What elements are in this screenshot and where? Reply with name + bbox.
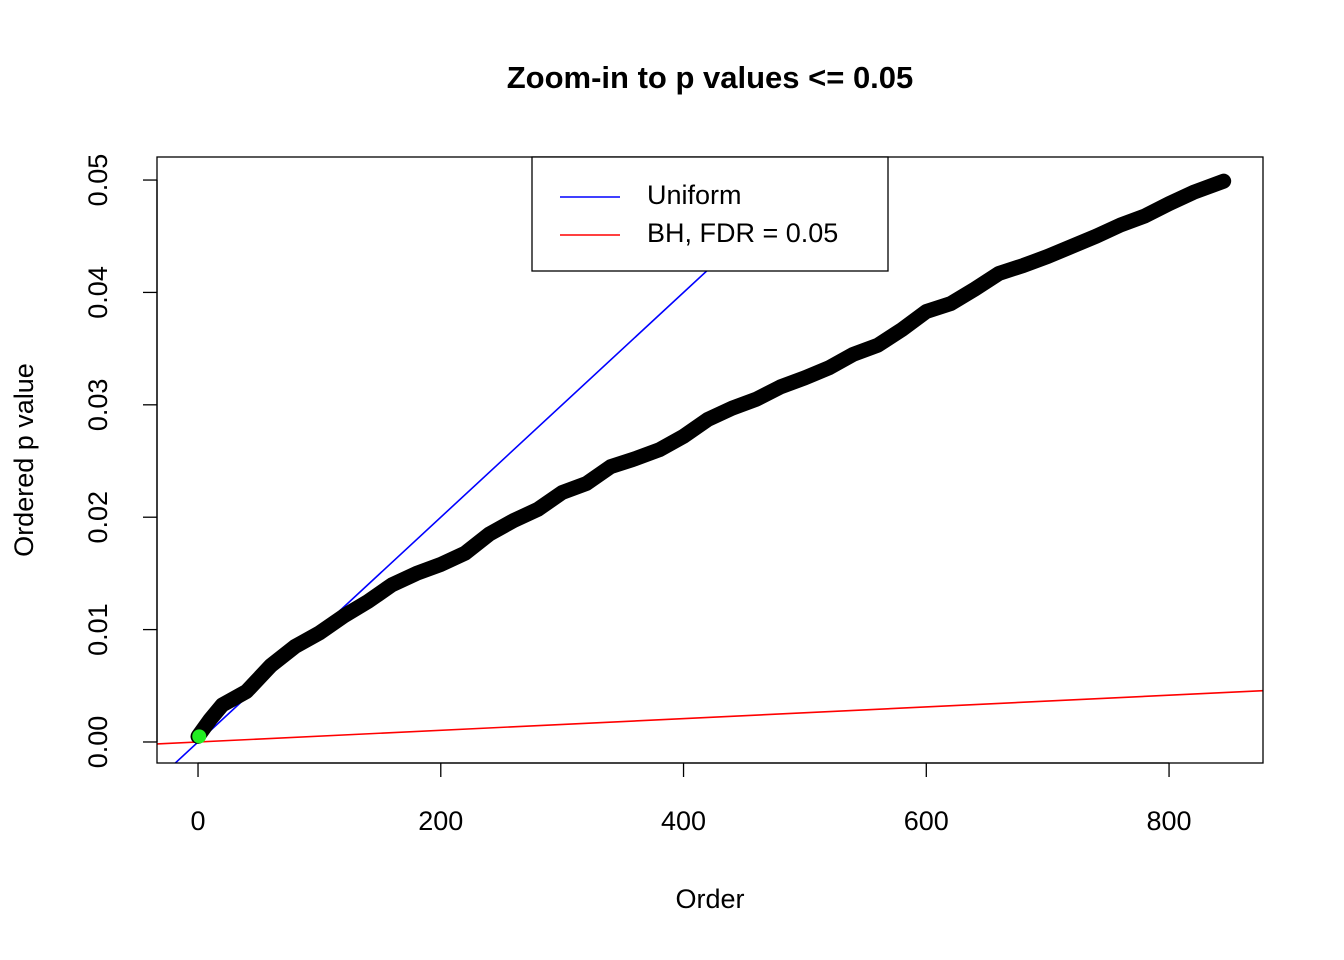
point-trace (190, 173, 1232, 744)
x-tick-label: 0 (191, 806, 206, 836)
x-tick-label: 600 (904, 806, 949, 836)
y-tick-label: 0.04 (83, 266, 113, 319)
legend-label: BH, FDR = 0.05 (647, 218, 838, 248)
chart-title: Zoom-in to p values <= 0.05 (507, 60, 914, 95)
legend-box (531, 156, 889, 272)
y-tick-label: 0.02 (83, 491, 113, 544)
x-tick-label: 400 (661, 806, 706, 836)
y-tick-label: 0.00 (83, 716, 113, 769)
x-tick-label: 800 (1147, 806, 1192, 836)
reference-line (157, 689, 1263, 745)
x-tick-label: 200 (418, 806, 463, 836)
point (192, 729, 207, 744)
y-tick-label: 0.01 (83, 603, 113, 656)
y-tick-label: 0.05 (83, 154, 113, 207)
y-tick-label: 0.03 (83, 379, 113, 432)
y-axis-label: Ordered p value (9, 363, 39, 557)
plot-area (157, 157, 1263, 763)
legend-label: Uniform (647, 180, 742, 210)
x-axis-label: Order (675, 884, 744, 914)
reference-line (174, 157, 831, 763)
